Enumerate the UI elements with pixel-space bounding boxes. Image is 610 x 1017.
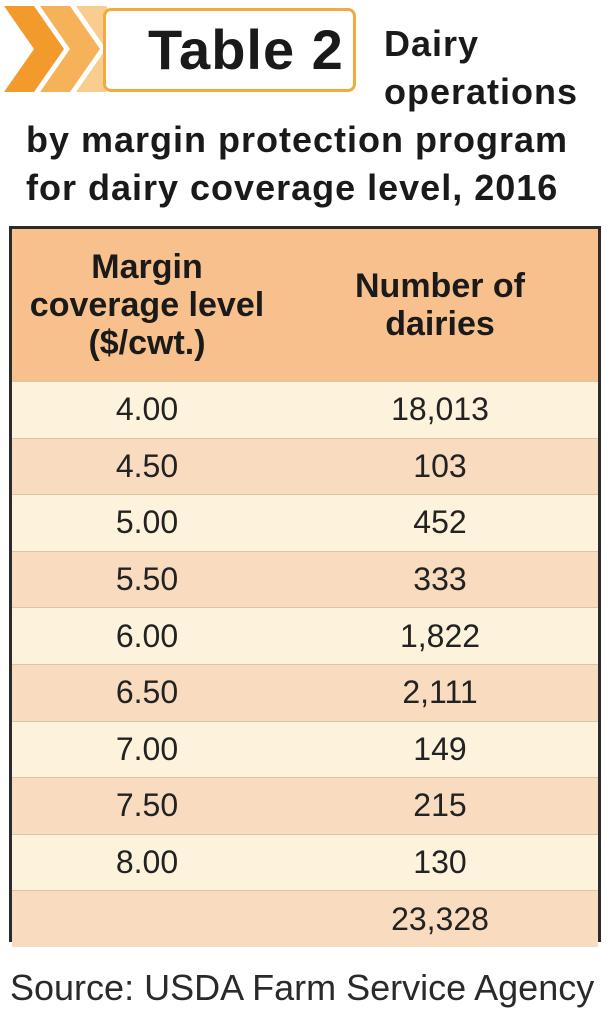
dairy-count-cell: 333 — [282, 550, 598, 608]
title-line-4: for dairy coverage level, 2016 — [26, 167, 559, 208]
header-line: Number of — [355, 267, 525, 305]
header-line: dairies — [385, 305, 495, 343]
data-table: Margin coverage level ($/cwt.) Number of… — [9, 226, 601, 947]
table-row: 7.00 149 — [12, 720, 598, 778]
dairy-count-cell: 18,013 — [282, 381, 598, 439]
coverage-level-cell: 4.50 — [12, 437, 282, 495]
header-line: coverage level — [29, 286, 265, 324]
dairy-count-cell: 103 — [282, 437, 598, 495]
title-line-3: by margin protection program — [26, 119, 569, 160]
chevron-1 — [4, 6, 64, 92]
dairy-count-cell: 1,822 — [282, 607, 598, 665]
coverage-level-cell: 4.00 — [12, 381, 282, 439]
chevron-2 — [40, 6, 100, 92]
dairy-count-cell: 215 — [282, 777, 598, 835]
coverage-level-cell: 7.50 — [12, 777, 282, 835]
table-row: 4.50 103 — [12, 437, 598, 495]
dairy-count-cell: 452 — [282, 494, 598, 552]
column-header-number-of-dairies: Number of dairies — [282, 229, 598, 382]
dairy-count-cell: 149 — [282, 720, 598, 778]
table-row: 6.00 1,822 — [12, 607, 598, 665]
column-header-coverage-level: Margin coverage level ($/cwt.) — [12, 229, 282, 382]
table-total-row: 23,328 — [12, 890, 598, 947]
header-line: ($/cwt.) — [88, 324, 206, 362]
dairy-count-cell: 130 — [282, 833, 598, 891]
title-line-1: Dairy — [384, 23, 480, 64]
total-count-cell: 23,328 — [282, 890, 598, 947]
coverage-level-cell: 8.00 — [12, 833, 282, 891]
table-header-row: Margin coverage level ($/cwt.) Number of… — [12, 229, 598, 382]
table-label: Table 2 — [148, 18, 344, 81]
title-line-2: operations — [384, 71, 579, 112]
table-row: 4.00 18,013 — [12, 381, 598, 439]
header-line: Margin — [91, 248, 203, 286]
coverage-level-cell: 5.00 — [12, 494, 282, 552]
coverage-level-cell: 7.00 — [12, 720, 282, 778]
table-row: 8.00 130 — [12, 833, 598, 891]
coverage-level-cell: 6.00 — [12, 607, 282, 665]
table-label-box — [103, 8, 356, 92]
table-row: 5.50 333 — [12, 550, 598, 608]
table-row: 6.50 2,111 — [12, 663, 598, 722]
dairy-count-cell: 2,111 — [282, 663, 598, 722]
coverage-level-cell: 5.50 — [12, 550, 282, 608]
coverage-level-cell: 6.50 — [12, 663, 282, 722]
total-label-cell — [12, 890, 282, 947]
source-note: Source: USDA Farm Service Agency — [10, 967, 595, 1008]
table-row: 5.00 452 — [12, 494, 598, 552]
table-row: 7.50 215 — [12, 777, 598, 835]
